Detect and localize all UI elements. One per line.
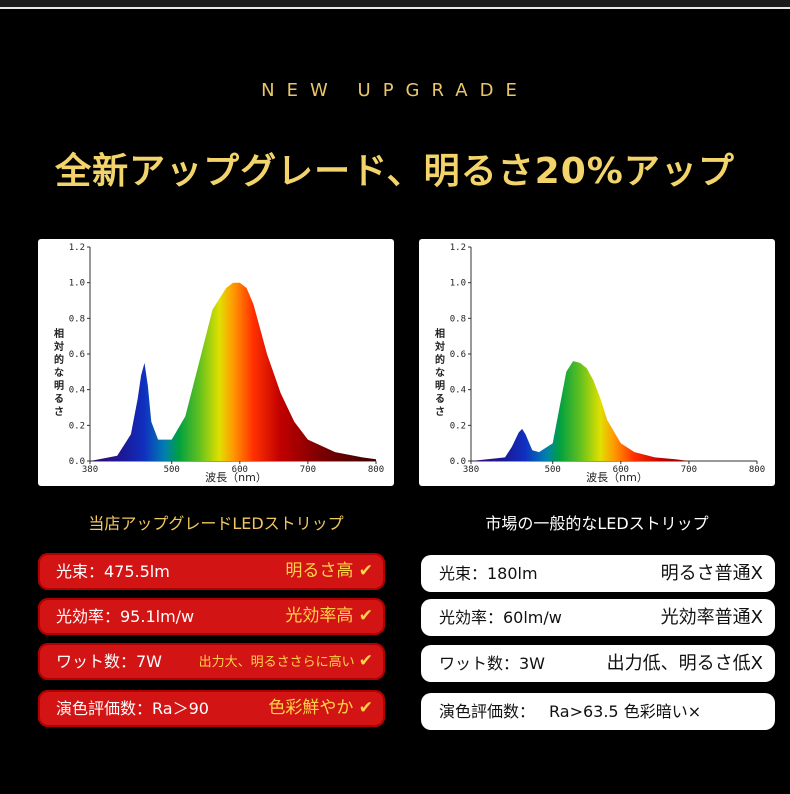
left-row-efficiency-value: 光効率高: [285, 606, 354, 626]
x-tick-label: 500: [545, 465, 561, 475]
x-axis-label: 波長（nm）: [586, 471, 648, 484]
y-tick-label: 0.0: [450, 457, 466, 467]
right-row-wattage: ワット数：3W 出力低、明るさ低X: [421, 645, 775, 682]
left-row-wattage-value: 出力大、明るささらに高い: [198, 655, 355, 670]
y-axis-label: 相対的な明るさ: [53, 327, 64, 418]
x-tick-label: 380: [463, 465, 479, 475]
y-tick-label: 1.2: [69, 243, 85, 253]
x-tick-label: 600: [232, 465, 248, 475]
spectrum-area: [90, 282, 376, 461]
y-tick-label: 0.6: [450, 350, 466, 360]
top-divider: [0, 7, 790, 9]
left-row-wattage: ワット数：7W 出力大、明るささらに高い ✔: [38, 643, 385, 680]
y-tick-label: 0.4: [450, 386, 466, 396]
x-tick-label: 600: [613, 465, 629, 475]
check-icon: ✔: [358, 698, 373, 718]
spectrum-area: [471, 361, 757, 461]
left-spectrum-panel: 0.0 0.2 0.4 0.6 0.8 1.0 1.2 380 500 600 700 800 波長（n…: [38, 239, 394, 486]
left-row-efficiency: 光効率：95.1lm/w 光効率高 ✔: [38, 598, 385, 635]
right-row-cri-value: Ra>63.5 色彩暗い×: [549, 702, 702, 721]
right-row-efficiency: 光効率：60lm/w 光効率普通X: [421, 599, 775, 636]
left-spectrum-chart: 0.0 0.2 0.4 0.6 0.8 1.0 1.2 380 500 600 700 800 波長（n…: [53, 243, 384, 484]
right-spectrum-chart: 0.0 0.2 0.4 0.6 0.8 1.0 1.2 380 500 600 700 800 波長（n…: [434, 243, 765, 484]
left-row-flux-label: 光束：475.5lm: [56, 562, 170, 581]
y-axis-label: 相対的な明るさ: [434, 327, 445, 418]
right-row-efficiency-value: 光効率普通X: [660, 607, 763, 628]
x-tick-label: 380: [82, 465, 98, 475]
x-tick-label: 800: [368, 465, 384, 475]
x-tick-label: 500: [164, 465, 180, 475]
right-row-flux-value: 明るさ普通X: [660, 563, 763, 584]
right-row-cri-label: 演色評価数：: [439, 702, 536, 721]
left-row-cri: 演色評価数：Ra＞90 色彩鮮やか ✔: [38, 690, 385, 727]
x-axis-label: 波長（nm）: [205, 471, 267, 484]
left-row-flux-value: 明るさ高: [285, 561, 354, 581]
left-row-wattage-label: ワット数：7W: [56, 652, 163, 671]
y-tick-label: 0.4: [69, 386, 85, 396]
check-icon: ✔: [358, 651, 373, 671]
left-row-cri-value: 色彩鮮やか: [268, 698, 354, 718]
right-row-wattage-label: ワット数：3W: [439, 654, 546, 673]
y-tick-label: 1.2: [450, 243, 466, 253]
y-tick-label: 0.0: [69, 457, 85, 467]
x-tick-label: 700: [681, 465, 697, 475]
check-icon: ✔: [358, 561, 373, 581]
y-tick-label: 1.0: [450, 279, 466, 289]
y-tick-label: 0.8: [69, 314, 85, 324]
left-row-flux: 光束：475.5lm 明るさ高 ✔: [38, 553, 385, 590]
right-row-flux-label: 光束：180lm: [439, 564, 538, 583]
right-row-flux: 光束：180lm 明るさ普通X: [421, 555, 775, 592]
y-tick-label: 0.2: [69, 421, 85, 431]
right-row-efficiency-label: 光効率：60lm/w: [439, 608, 562, 627]
left-row-efficiency-label: 光効率：95.1lm/w: [56, 607, 195, 626]
x-tick-label: 700: [300, 465, 316, 475]
eyebrow-text: NEW UPGRADE: [261, 80, 529, 101]
y-tick-label: 0.6: [69, 350, 85, 360]
right-caption: 市場の一般的なLEDストリップ: [485, 514, 709, 533]
right-spectrum-panel: 0.0 0.2 0.4 0.6 0.8 1.0 1.2 380 500 600 700 800 波長（n…: [419, 239, 775, 486]
y-tick-label: 0.2: [450, 421, 466, 431]
headline: 全新アップグレード、明るさ20%アップ: [55, 151, 735, 192]
check-icon: ✔: [358, 606, 373, 626]
y-tick-label: 1.0: [69, 279, 85, 289]
left-caption: 当店アップグレードLEDストリップ: [88, 514, 344, 533]
x-tick-label: 800: [749, 465, 765, 475]
left-row-cri-label: 演色評価数：Ra＞90: [56, 699, 209, 718]
right-row-cri: 演色評価数： Ra>63.5 色彩暗い×: [421, 693, 775, 730]
right-row-wattage-value: 出力低、明るさ低X: [606, 653, 763, 674]
y-tick-label: 0.8: [450, 314, 466, 324]
top-bar: [0, 0, 790, 7]
